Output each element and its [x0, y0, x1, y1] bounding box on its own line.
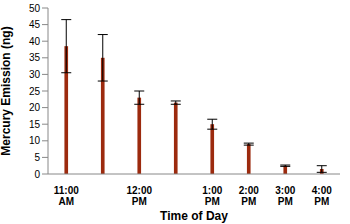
svg-text:45: 45 [29, 19, 41, 30]
svg-text:10: 10 [29, 135, 41, 146]
svg-text:2:00PM: 2:00PM [239, 185, 259, 207]
svg-text:12:00PM: 12:00PM [126, 185, 152, 207]
svg-text:0: 0 [34, 169, 40, 180]
svg-text:50: 50 [29, 3, 41, 14]
svg-text:11:00AM: 11:00AM [54, 185, 79, 207]
svg-text:25: 25 [29, 86, 41, 97]
svg-text:4:00PM: 4:00PM [312, 185, 332, 207]
svg-text:3:00PM: 3:00PM [275, 185, 295, 207]
svg-text:Time of Day: Time of Day [160, 209, 228, 223]
svg-text:20: 20 [29, 102, 41, 113]
svg-text:1:00PM: 1:00PM [202, 185, 222, 207]
svg-text:30: 30 [29, 69, 41, 80]
svg-text:5: 5 [34, 152, 40, 163]
svg-text:15: 15 [29, 119, 41, 130]
svg-text:40: 40 [29, 36, 41, 47]
svg-text:Mercury Emission (ng): Mercury Emission (ng) [8, 26, 13, 155]
svg-text:35: 35 [29, 52, 41, 63]
